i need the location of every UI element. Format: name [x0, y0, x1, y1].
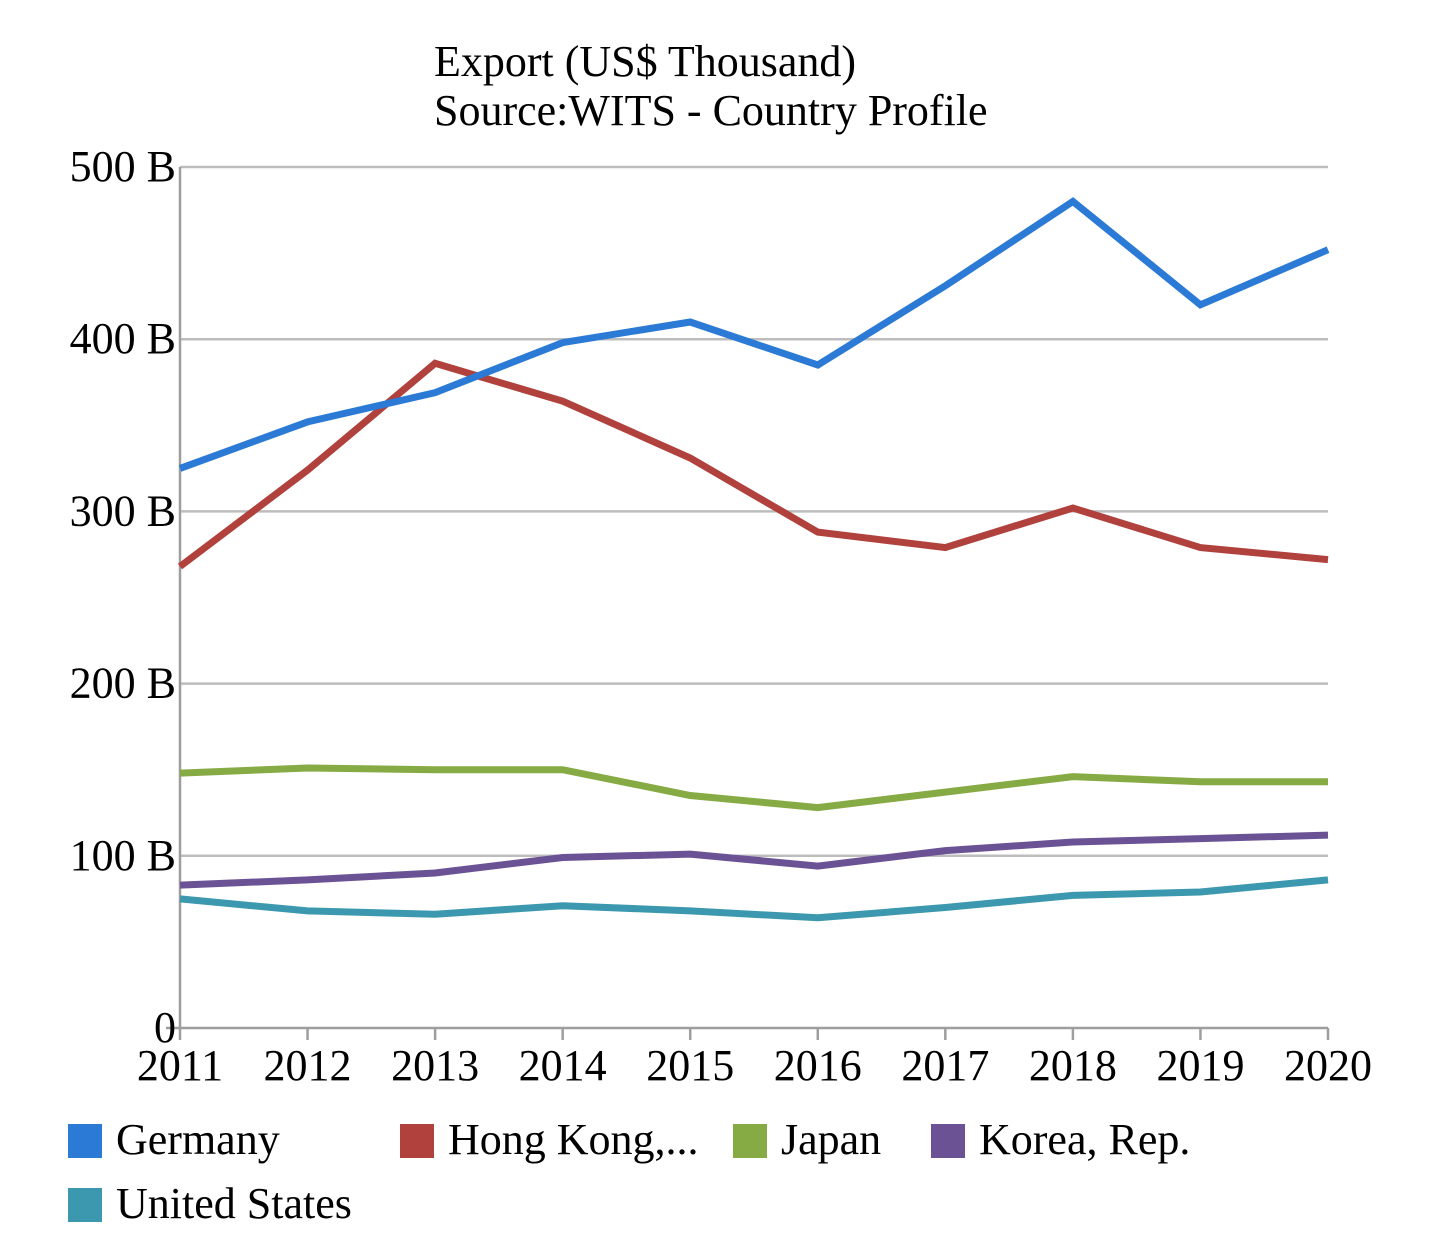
legend-swatch	[931, 1124, 965, 1158]
chart-title-line-2: Source:WITS - Country Profile	[434, 86, 988, 135]
x-tick-label: 2017	[901, 1041, 989, 1090]
x-tick-label: 2018	[1029, 1041, 1117, 1090]
y-tick-label: 200 B	[70, 659, 176, 708]
legend-item-united-states: United States	[68, 1179, 352, 1228]
series-line-korea-rep	[179, 831, 1329, 889]
x-tick-label: 2011	[137, 1041, 223, 1090]
legend-label: Germany	[116, 1115, 280, 1164]
legend-swatch	[68, 1188, 102, 1222]
x-tick-label: 2016	[774, 1041, 862, 1090]
legend-label: Japan	[781, 1115, 881, 1164]
x-tick-label: 2019	[1156, 1041, 1244, 1090]
y-tick-label: 500 B	[70, 142, 176, 191]
legend-swatch	[733, 1124, 767, 1158]
y-tick-label: 100 B	[70, 831, 176, 880]
legend-label: Hong Kong,...	[448, 1115, 699, 1164]
legend-label: United States	[116, 1179, 352, 1228]
series-lines	[177, 197, 1330, 922]
series-line-hong-kong	[177, 359, 1329, 570]
legend-swatch	[400, 1124, 434, 1158]
legend-item-japan: Japan	[733, 1115, 881, 1164]
y-axis-tick-labels: 0 100 B 200 B 300 B 400 B 500 B	[70, 142, 176, 1052]
x-tick-label: 2014	[519, 1041, 607, 1090]
legend-item-korea-rep: Korea, Rep.	[931, 1115, 1190, 1164]
y-tick-label: 300 B	[70, 486, 176, 535]
x-tick-label: 2013	[391, 1041, 479, 1090]
series-line-united-states	[179, 876, 1329, 922]
y-tick-label: 0	[154, 1003, 176, 1052]
legend-item-germany: Germany	[68, 1115, 280, 1164]
chart-title-line-1: Export (US$ Thousand)	[434, 37, 856, 86]
x-tick-label: 2015	[646, 1041, 734, 1090]
legend-swatch	[68, 1124, 102, 1158]
y-tick-label: 400 B	[70, 314, 176, 363]
series-line-germany	[178, 197, 1330, 472]
x-tick-label: 2012	[264, 1041, 352, 1090]
legend-item-hong-kong: Hong Kong,...	[400, 1115, 699, 1164]
legend-label: Korea, Rep.	[979, 1115, 1190, 1164]
legend: Germany Hong Kong,... Japan Korea, Rep. Unit…	[68, 1115, 1190, 1228]
gridlines	[180, 165, 1328, 858]
series-line-japan	[179, 764, 1328, 812]
x-tick-label: 2020	[1284, 1041, 1372, 1090]
x-axis-tick-labels: 2011 2012 2013 2014 2015 2016 2017 2018 2019 2020	[137, 1041, 1372, 1090]
